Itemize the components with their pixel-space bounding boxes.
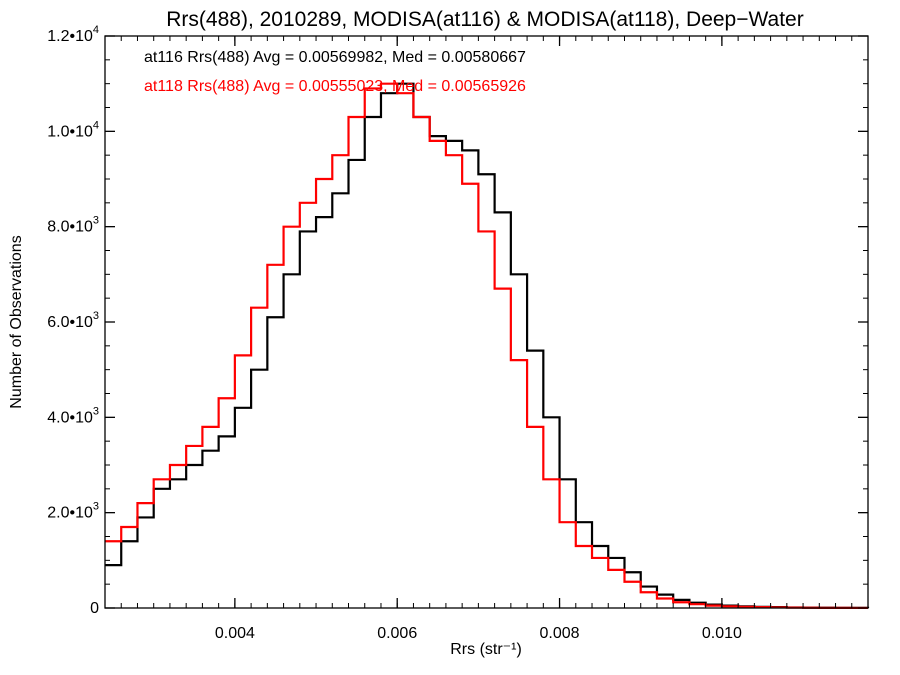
y-axis-ticks: 0 2.0•103 4.0•103 6.0•103 8.0•103 1.0•104 1.2•… [47, 24, 868, 617]
x-axis-label: Rrs (str⁻¹) [450, 641, 522, 658]
y-tick-label: 2.0•103 [47, 501, 99, 522]
legend-entry-at116: at116 Rrs(488) Avg = 0.00569982, Med = 0… [144, 49, 526, 66]
y-axis-label: Number of Observations [8, 235, 25, 408]
chart-title: Rrs(488), 2010289, MODISA(at116) & MODIS… [166, 8, 803, 31]
y-tick-label: 4.0•103 [47, 405, 99, 426]
legend-entry-at118: at118 Rrs(488) Avg = 0.00555023, Med = 0… [144, 78, 526, 95]
x-axis-ticks: 0.004 0.006 0.008 0.010 [104, 36, 869, 642]
y-tick-label: 8.0•103 [47, 215, 99, 236]
y-tick-label: 0 [90, 600, 99, 617]
x-tick-label: 0.004 [215, 625, 255, 642]
y-tick-label: 1.0•104 [47, 119, 99, 140]
x-tick-label: 0.006 [377, 625, 417, 642]
y-tick-label: 1.2•104 [47, 24, 99, 45]
x-tick-label: 0.008 [540, 625, 580, 642]
x-tick-label: 0.010 [702, 625, 742, 642]
y-tick-label: 6.0•103 [47, 310, 99, 331]
